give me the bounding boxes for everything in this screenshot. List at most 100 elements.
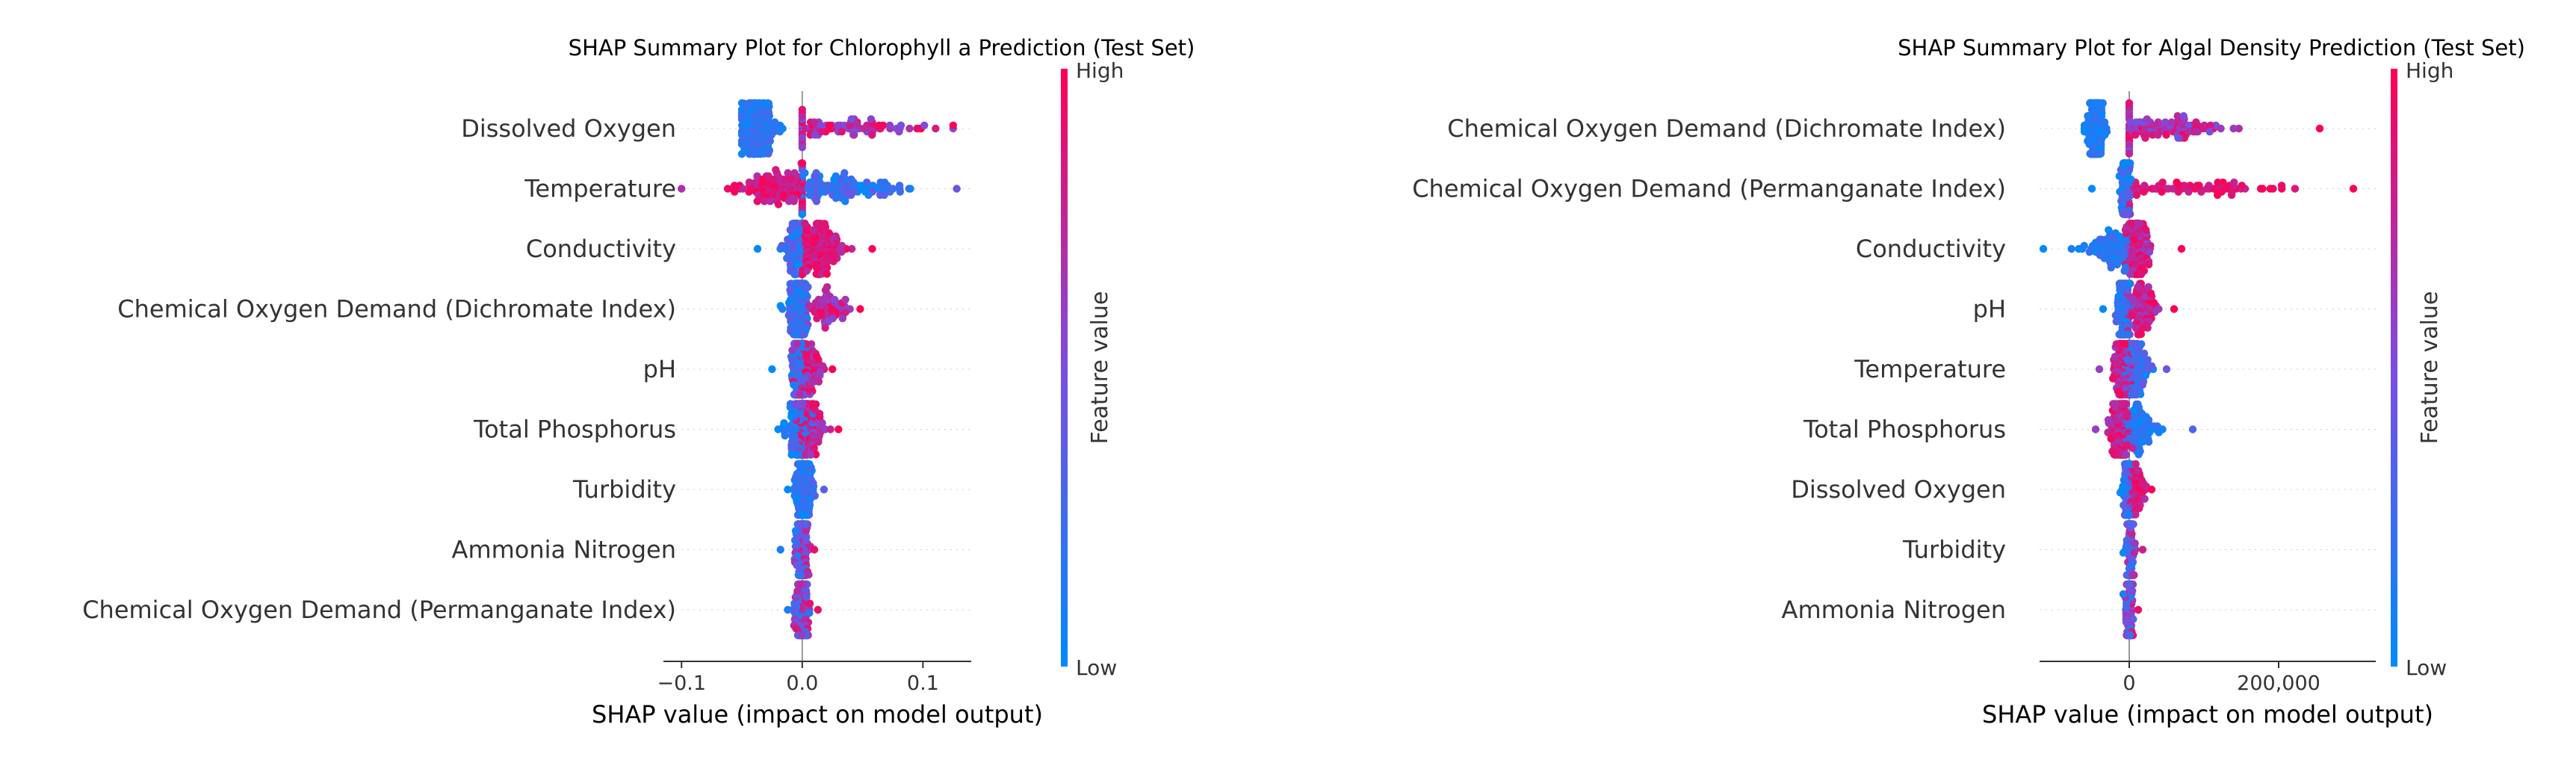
shap-point	[753, 172, 761, 180]
shap-point	[2080, 121, 2089, 129]
shap-point	[787, 451, 796, 459]
shap-point	[768, 365, 776, 374]
shap-point	[857, 182, 865, 190]
shap-point	[2122, 451, 2130, 459]
shap-point	[2154, 131, 2162, 139]
shap-point	[2087, 185, 2096, 193]
shap-point	[2238, 182, 2246, 190]
shap-point	[2277, 182, 2286, 190]
shap-point	[2143, 115, 2151, 123]
shap-point	[847, 115, 855, 123]
shap-point	[2084, 137, 2092, 145]
shap-point	[798, 210, 807, 218]
shap-point	[812, 260, 820, 269]
shap-point	[805, 302, 814, 310]
shap-point	[2099, 305, 2108, 313]
shap-point	[2169, 185, 2177, 193]
shap-point	[2111, 353, 2120, 361]
feature-label: Chemical Oxygen Demand (Permanganate Ind…	[82, 596, 676, 624]
shap-point	[737, 99, 746, 108]
colorbar	[2391, 69, 2397, 667]
shap-point	[805, 599, 814, 608]
shap-point	[811, 118, 819, 126]
shap-point	[784, 311, 793, 320]
shap-point	[897, 121, 905, 129]
shap-point	[2120, 159, 2128, 167]
feature-label: Chemical Oxygen Demand (Dichromate Index…	[117, 295, 676, 324]
shap-point	[2096, 99, 2104, 108]
shap-point	[2120, 460, 2129, 469]
shap-point	[2174, 134, 2182, 142]
shap-point	[796, 520, 804, 528]
shap-point	[2227, 191, 2236, 200]
shap-point	[2141, 371, 2149, 380]
shap-point	[2197, 188, 2205, 196]
shap-point	[774, 425, 782, 433]
shap-point	[2138, 546, 2147, 554]
shap-point	[2112, 318, 2120, 326]
shap-point	[2142, 413, 2150, 421]
shap-point	[847, 191, 855, 200]
shap-point	[796, 580, 804, 589]
shap-point	[2140, 188, 2148, 196]
shap-point	[847, 175, 855, 184]
colorbar-low-label: Low	[1076, 655, 1117, 680]
shap-point	[823, 270, 832, 278]
shap-point	[786, 400, 795, 408]
shap-point	[840, 169, 849, 177]
shap-point	[2137, 476, 2146, 484]
shap-point	[774, 200, 783, 209]
shap-point	[796, 390, 804, 399]
shap-point	[811, 492, 819, 500]
shap-point	[2179, 112, 2188, 120]
shap-point	[2125, 580, 2134, 589]
feature-label: Ammonia Nitrogen	[452, 536, 676, 564]
shap-point	[835, 425, 843, 433]
shap-point	[811, 172, 819, 180]
shap-point	[826, 425, 835, 433]
shap-point	[821, 324, 829, 332]
shap-point	[814, 377, 823, 386]
shap-point	[906, 185, 914, 193]
shap-point	[749, 149, 758, 158]
shap-point	[809, 479, 817, 487]
shap-point	[799, 330, 807, 339]
shap-point	[824, 182, 833, 190]
shap-point	[775, 175, 783, 184]
shap-point	[767, 131, 775, 139]
shap-point	[817, 128, 826, 136]
feature-label: Total Phosphorus	[1803, 416, 2006, 444]
shap-point	[2149, 298, 2158, 307]
feature-label: Temperature	[524, 175, 676, 203]
shap-point	[2161, 118, 2170, 126]
shap-point	[2125, 279, 2134, 288]
algal-density-shap-panel: SHAP Summary Plot for Algal Density Pred…	[1412, 35, 2525, 729]
shap-point	[2131, 460, 2140, 469]
shap-point	[798, 159, 807, 167]
shap-point	[799, 510, 808, 519]
shap-point	[2089, 241, 2097, 250]
shap-point	[2129, 520, 2137, 528]
shap-point	[2186, 182, 2194, 190]
shap-point	[2102, 235, 2110, 244]
shap-point	[832, 194, 840, 203]
shap-point	[2134, 400, 2142, 409]
shap-point	[837, 241, 846, 250]
shap-point	[2146, 428, 2154, 436]
shap-point	[2124, 510, 2132, 519]
x-tick-label: −0.1	[657, 672, 706, 695]
shap-point	[745, 188, 753, 196]
shap-point	[885, 121, 894, 129]
shap-point	[793, 498, 801, 506]
shap-point	[832, 172, 840, 180]
shap-point	[837, 248, 846, 256]
shap-point	[2119, 590, 2128, 599]
shap-point	[772, 166, 780, 174]
shap-point	[2266, 185, 2274, 193]
shap-point	[766, 197, 775, 206]
shap-point	[778, 124, 787, 133]
shap-point	[2135, 330, 2143, 339]
shap-point	[819, 295, 827, 304]
shap-point	[2170, 305, 2179, 313]
shap-point	[776, 302, 784, 310]
